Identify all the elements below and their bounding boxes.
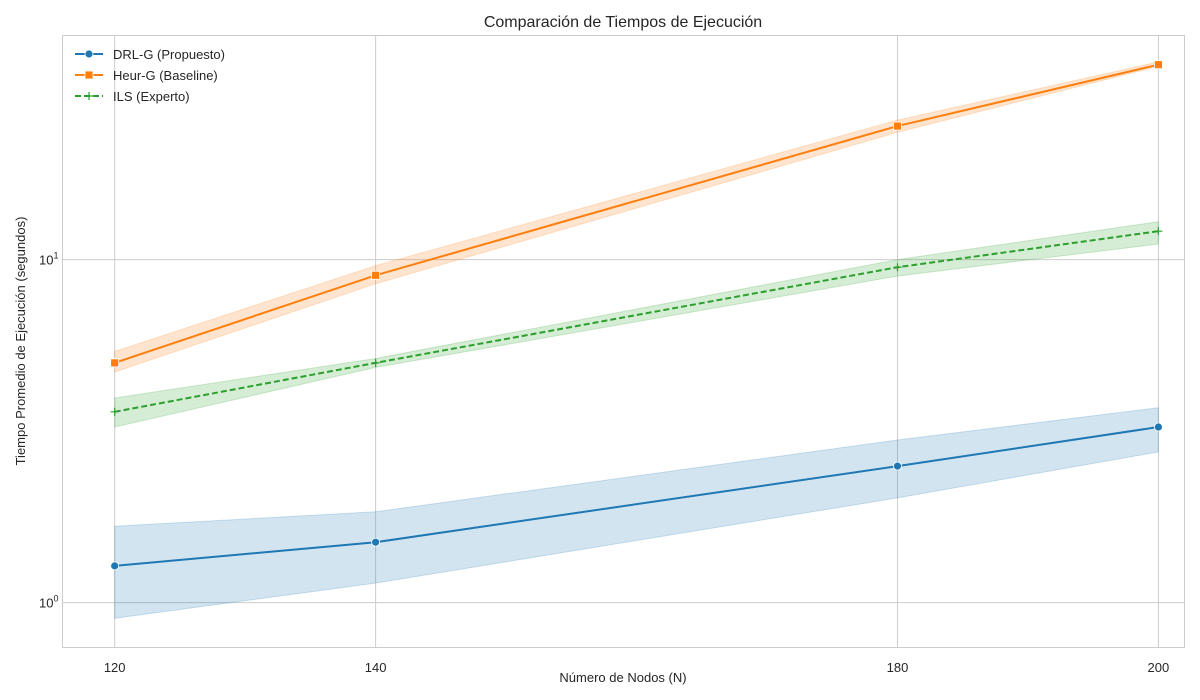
x-tick-label: 180 xyxy=(887,660,909,675)
data-point xyxy=(85,92,93,100)
x-tick-label: 200 xyxy=(1148,660,1170,675)
data-point xyxy=(1154,422,1163,432)
data-point xyxy=(893,121,902,131)
x-tick-labels: 120 140 180 200 xyxy=(104,660,1169,675)
series-lines xyxy=(114,63,1159,567)
y-tick-label: 100 xyxy=(39,594,58,611)
legend-label: ILS (Experto) xyxy=(113,89,190,104)
confidence-band xyxy=(114,221,1159,428)
legend-label: Heur-G (Baseline) xyxy=(113,68,218,83)
data-point xyxy=(110,358,120,368)
x-axis-label: Número de Nodos (N) xyxy=(559,670,686,685)
confidence-band xyxy=(114,407,1159,619)
legend-label: DRL-G (Propuesto) xyxy=(113,47,225,62)
data-point xyxy=(893,461,902,471)
series-line xyxy=(114,230,1159,413)
data-point xyxy=(1154,60,1163,70)
data-point xyxy=(371,358,380,367)
y-tick-label: 101 xyxy=(39,251,58,268)
data-point xyxy=(893,263,902,272)
x-tick-label: 120 xyxy=(104,660,126,675)
plot-area xyxy=(62,35,1185,648)
data-point xyxy=(110,407,119,416)
data-point xyxy=(371,270,381,280)
data-point xyxy=(84,70,94,80)
x-tick-label: 140 xyxy=(365,660,387,675)
series-line xyxy=(114,426,1159,567)
y-axis-label: Tiempo Promedio de Ejecución (segundos) xyxy=(13,217,28,466)
legend: DRL-G (Propuesto) Heur-G (Baseline) ILS (E… xyxy=(75,47,225,104)
y-tick-labels: 100 101 xyxy=(39,251,58,611)
series-markers xyxy=(110,60,1163,571)
data-point xyxy=(110,561,120,571)
data-point xyxy=(1154,227,1163,236)
chart-title: Comparación de Tiempos de Ejecución xyxy=(484,14,762,31)
data-point xyxy=(371,537,381,547)
series-line xyxy=(114,63,1159,364)
data-point xyxy=(84,49,94,59)
